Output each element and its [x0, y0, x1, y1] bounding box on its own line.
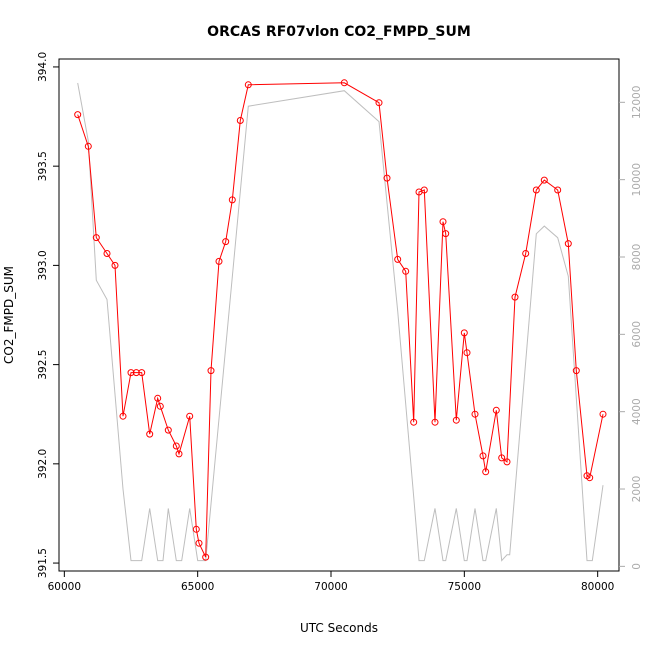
- co2-point: [215, 257, 223, 265]
- co2-point: [540, 176, 548, 184]
- co2-point: [479, 452, 487, 460]
- co2-point: [471, 410, 479, 418]
- co2-point: [244, 81, 252, 89]
- co2-point: [503, 458, 511, 466]
- co2-point: [236, 117, 244, 124]
- co2-point: [119, 412, 127, 420]
- plot-frame: [58, 58, 620, 572]
- x-tick-label: 65000: [181, 581, 214, 593]
- co2-point: [228, 196, 236, 204]
- altitude-series: [77, 82, 604, 562]
- y-axis-right: 0 2000 4000 6000 8000 10000 12000: [619, 86, 643, 570]
- co2-series: [74, 79, 607, 561]
- co2-point: [431, 418, 439, 426]
- co2-point: [463, 349, 471, 357]
- y2-tick-label: 10000: [631, 163, 643, 196]
- co2-point: [482, 468, 490, 476]
- co2-point: [202, 553, 210, 561]
- co2-point: [146, 430, 154, 438]
- chart-title: ORCAS RF07vlon CO2_FMPD_SUM: [207, 24, 471, 40]
- co2-point: [402, 267, 410, 275]
- co2-point: [572, 367, 580, 375]
- co2-point: [340, 79, 348, 87]
- co2-point: [586, 474, 594, 482]
- y2-tick-label: 4000: [631, 398, 643, 425]
- x-tick-label: 60000: [48, 581, 81, 593]
- x-axis: 60000 65000 70000 75000 80000: [48, 571, 614, 593]
- co2-point: [460, 329, 468, 337]
- co2-point: [554, 186, 562, 194]
- x-tick-label: 80000: [581, 581, 614, 593]
- co2-point: [186, 412, 194, 420]
- co2-point: [192, 525, 200, 533]
- co2-line: [77, 82, 604, 558]
- co2-point: [103, 250, 111, 257]
- co2-point: [195, 539, 203, 547]
- altitude-line: [77, 82, 604, 562]
- y2-tick-label: 8000: [631, 244, 643, 271]
- co2-point: [492, 406, 500, 414]
- co2-point: [111, 261, 119, 269]
- co2-point: [84, 142, 92, 150]
- y-tick-label: 394.0: [37, 52, 49, 82]
- co2-point: [522, 250, 530, 257]
- co2-point: [164, 426, 172, 434]
- y-axis-left: 391.5 392.0 392.5 393.0 393.5 394.0: [37, 52, 59, 578]
- y2-tick-label: 6000: [631, 321, 643, 348]
- co2-point: [511, 293, 519, 301]
- co2-point: [439, 218, 447, 226]
- y-tick-label: 391.5: [37, 548, 49, 578]
- y2-tick-label: 2000: [631, 476, 643, 503]
- y-tick-label: 392.5: [37, 350, 49, 380]
- co2-point: [74, 111, 82, 119]
- co2-point: [498, 454, 506, 462]
- co2-point: [420, 186, 428, 194]
- co2-point: [132, 369, 140, 377]
- co2-point: [394, 255, 402, 263]
- co2-point: [154, 394, 162, 402]
- y-axis-label: CO2_FMPD_SUM: [2, 266, 16, 364]
- x-tick-label: 75000: [448, 581, 481, 593]
- y-tick-label: 392.0: [37, 449, 49, 479]
- co2-point: [156, 402, 164, 410]
- co2-point: [383, 174, 391, 182]
- co2-point: [222, 238, 230, 246]
- co2-point: [172, 442, 180, 450]
- co2-point: [375, 99, 383, 107]
- co2-point: [442, 230, 450, 238]
- co2-point: [564, 240, 572, 248]
- y-tick-label: 393.5: [37, 151, 49, 181]
- co2-point: [138, 369, 146, 377]
- co2-point: [127, 369, 135, 377]
- co2-point: [410, 418, 418, 426]
- co2-point: [207, 367, 215, 375]
- x-axis-label: UTC Seconds: [300, 621, 378, 635]
- y2-tick-label: 0: [631, 563, 643, 570]
- co2-point: [599, 410, 607, 418]
- co2-point: [92, 234, 100, 242]
- co2-point: [175, 450, 183, 458]
- y2-tick-label: 12000: [631, 86, 643, 119]
- x-tick-label: 70000: [314, 581, 347, 593]
- co2-point: [532, 186, 540, 194]
- co2-point: [452, 416, 460, 424]
- y-tick-label: 393.0: [37, 250, 49, 280]
